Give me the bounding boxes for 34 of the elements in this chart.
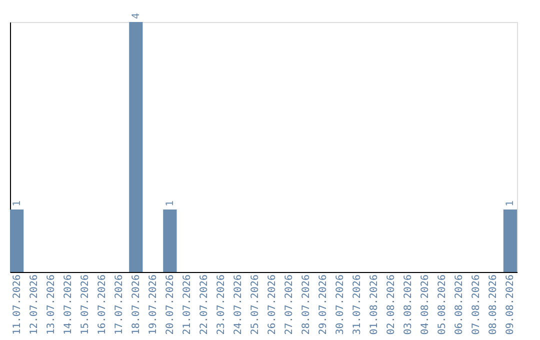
x-tick-label: 27.07.2026 [284,274,296,335]
x-tick-label: 04.08.2026 [420,274,432,335]
data-label: 1 [505,200,516,206]
x-tick-label: 22.07.2026 [198,274,210,335]
data-label: 4 [130,12,142,19]
x-tick-label: 17.07.2026 [114,274,125,335]
x-tick-label: 28.07.2026 [301,274,312,335]
x-tick-label: 31.07.2026 [352,274,364,335]
x-tick-label: 08.08.2026 [488,274,500,335]
x-tick-label: 07.08.2026 [471,274,482,335]
x-tick-label: 19.07.2026 [148,274,159,335]
x-tick-label: 02.08.2026 [386,274,398,335]
data-label: 1 [12,200,23,206]
x-tick-label: 11.07.2026 [12,274,23,335]
x-tick-label: 14.07.2026 [62,274,74,335]
x-tick-label: 21.07.2026 [182,274,193,335]
x-tick-label: 29.07.2026 [318,274,330,335]
x-tick-label: 24.07.2026 [232,274,244,335]
x-tick-label: 23.07.2026 [216,274,227,335]
x-tick-label: 16.07.2026 [96,274,108,335]
x-tick-label: 26.07.2026 [267,274,278,335]
x-tick-label: 12.07.2026 [28,274,40,335]
x-tick-label: 20.07.2026 [164,274,176,335]
x-tick-label: 09.08.2026 [505,274,516,335]
data-label: 1 [164,200,176,206]
x-tick-label: 15.07.2026 [80,274,91,335]
x-tick-label: 01.08.2026 [369,274,380,335]
x-tick-label: 03.08.2026 [403,274,414,335]
x-tick-label: 30.07.2026 [335,274,346,335]
x-tick-label: 18.07.2026 [130,274,142,335]
x-tick-label: 25.07.2026 [250,274,261,335]
x-tick-label: 06.08.2026 [454,274,466,335]
x-tick-label: 13.07.2026 [46,274,57,335]
x-tick-label: 05.08.2026 [437,274,448,335]
